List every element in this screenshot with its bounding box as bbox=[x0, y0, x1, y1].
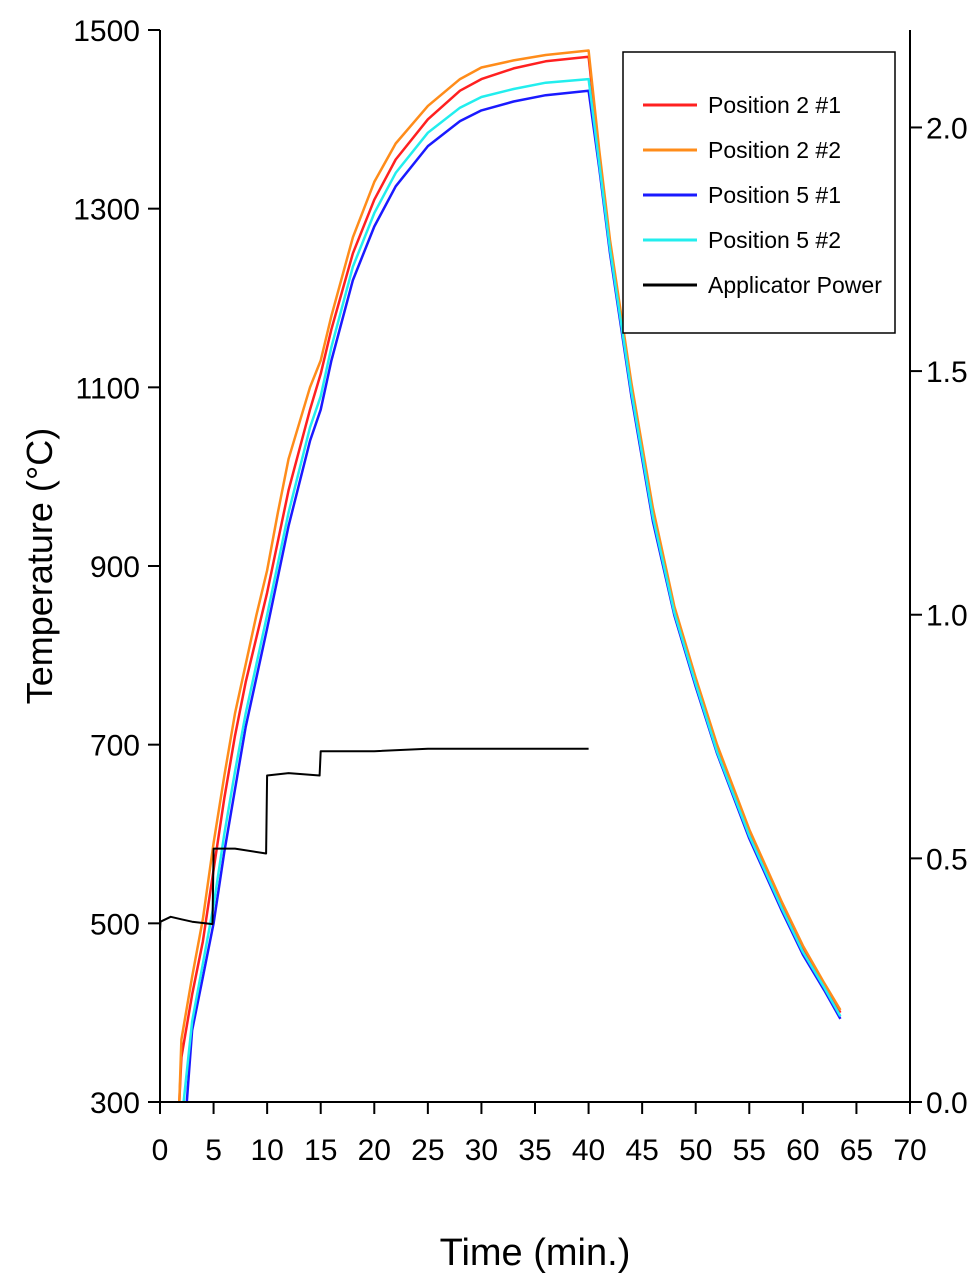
y2-tick-label: 2.0 bbox=[926, 112, 968, 145]
x-tick-label: 70 bbox=[893, 1134, 926, 1167]
y-tick-label: 1300 bbox=[73, 194, 140, 227]
y-axis-title: Temperature (°C) bbox=[19, 428, 60, 704]
plot-area bbox=[159, 49, 842, 1103]
y2-tick-label: 1.5 bbox=[926, 356, 968, 389]
legend-label: Position 2 #2 bbox=[708, 137, 841, 163]
series-line-4 bbox=[159, 747, 589, 932]
x-tick-label: 35 bbox=[518, 1134, 551, 1167]
x-axis-title: Time (min.) bbox=[440, 1232, 631, 1274]
x-tick-label: 45 bbox=[625, 1134, 658, 1167]
x-tick-label: 10 bbox=[250, 1134, 283, 1167]
y-axis-ticks: 300 500 700 900 1100 1300 1500 bbox=[73, 15, 160, 1120]
y-tick-label: 700 bbox=[90, 730, 140, 763]
y-tick-label: 500 bbox=[90, 908, 140, 941]
x-tick-label: 25 bbox=[411, 1134, 444, 1167]
legend-label: Position 5 #2 bbox=[708, 227, 841, 253]
y2-tick-label: 0.0 bbox=[926, 1087, 968, 1120]
x-tick-label: 15 bbox=[304, 1134, 337, 1167]
x-tick-label: 20 bbox=[358, 1134, 391, 1167]
y-tick-label: 1100 bbox=[75, 372, 140, 405]
y-tick-label: 300 bbox=[90, 1087, 140, 1120]
x-tick-label: 30 bbox=[465, 1134, 498, 1167]
x-axis-ticks: 0 5 10 15 20 25 30 35 40 45 50 55 60 65 70 bbox=[152, 1102, 927, 1167]
y2-axis-ticks: 0.0 0.5 1.0 1.5 2.0 bbox=[910, 112, 968, 1120]
legend-label: Position 2 #1 bbox=[708, 92, 841, 118]
legend-label: Position 5 #1 bbox=[708, 182, 841, 208]
x-tick-label: 0 bbox=[152, 1134, 169, 1167]
x-tick-label: 60 bbox=[786, 1134, 819, 1167]
y2-tick-label: 1.0 bbox=[926, 600, 968, 633]
x-tick-label: 65 bbox=[840, 1134, 873, 1167]
x-tick-label: 5 bbox=[205, 1134, 222, 1167]
series-line-1 bbox=[178, 49, 842, 1103]
y2-tick-label: 0.5 bbox=[926, 843, 968, 876]
y-tick-label: 1500 bbox=[73, 15, 140, 48]
y-tick-label: 900 bbox=[90, 551, 140, 584]
x-tick-label: 40 bbox=[572, 1134, 605, 1167]
legend-label: Applicator Power bbox=[708, 272, 882, 298]
series-line-3 bbox=[182, 77, 842, 1103]
legend: Position 2 #1 Position 2 #2 Position 5 #1 P… bbox=[622, 51, 896, 334]
x-tick-label: 50 bbox=[679, 1134, 712, 1167]
x-tick-label: 55 bbox=[733, 1134, 766, 1167]
